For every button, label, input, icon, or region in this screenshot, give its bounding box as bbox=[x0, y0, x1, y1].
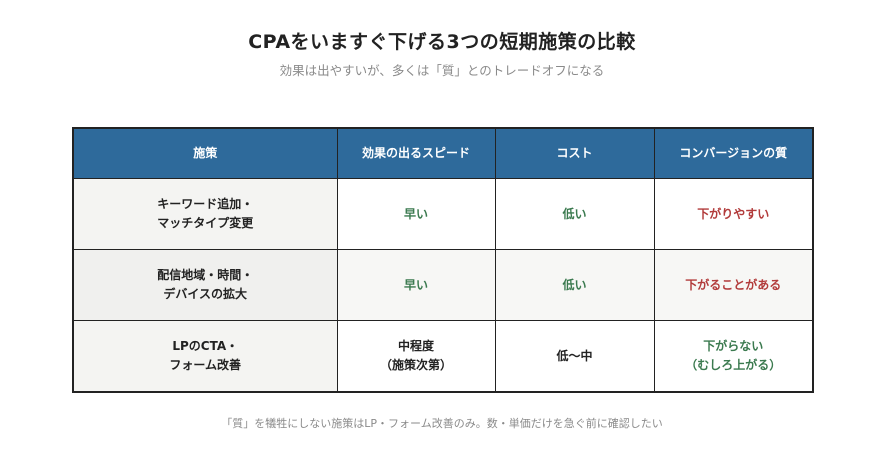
table-row: キーワード追加・ マッチタイプ変更 早い 低い 下がりやすい bbox=[72, 178, 814, 250]
cell-text: 下がることがある bbox=[685, 277, 782, 292]
cell-text: 中程度 bbox=[397, 339, 434, 353]
column-header-cost: コスト bbox=[494, 127, 655, 179]
cell-text: デバイスの拡大 bbox=[163, 287, 248, 301]
page-title: CPAをいますぐ下げる3つの短期施策の比較 bbox=[248, 31, 636, 53]
cell-measure: LPのCTA・ フォーム改善 bbox=[72, 320, 338, 393]
cell-quality: 下がらない （むしろ上がる） bbox=[653, 320, 814, 393]
column-header-quality: コンバージョンの質 bbox=[653, 127, 814, 179]
cell-measure: キーワード追加・ マッチタイプ変更 bbox=[72, 178, 338, 250]
cell-text: フォーム改善 bbox=[169, 358, 242, 372]
cell-text: 下がらない bbox=[703, 339, 764, 353]
cell-text: 早い bbox=[403, 277, 428, 292]
cell-text: マッチタイプ変更 bbox=[157, 216, 254, 230]
table-header-row: 施策 効果の出るスピード コスト コンバージョンの質 bbox=[72, 127, 814, 179]
cell-text: 早い bbox=[403, 206, 428, 221]
cell-text: 下がりやすい bbox=[697, 206, 770, 221]
cell-speed: 中程度 （施策次第） bbox=[336, 320, 496, 393]
table-row: 配信地域・時間・ デバイスの拡大 早い 低い 下がることがある bbox=[72, 249, 814, 321]
cell-cost: 低い bbox=[494, 249, 655, 321]
cell-quality: 下がることがある bbox=[653, 249, 814, 321]
column-header-speed: 効果の出るスピード bbox=[336, 127, 496, 179]
cell-text: 低い bbox=[562, 206, 587, 221]
cell-speed: 早い bbox=[336, 178, 496, 250]
cell-speed: 早い bbox=[336, 249, 496, 321]
column-header-measure: 施策 bbox=[72, 127, 338, 179]
cell-measure: 配信地域・時間・ デバイスの拡大 bbox=[72, 249, 338, 321]
table-row: LPのCTA・ フォーム改善 中程度 （施策次第） 低〜中 下がらない （むしろ… bbox=[72, 320, 814, 393]
cell-text: 低い bbox=[562, 277, 587, 292]
cell-quality: 下がりやすい bbox=[653, 178, 814, 250]
cell-text: キーワード追加・ bbox=[157, 197, 254, 211]
comparison-table: 施策 効果の出るスピード コスト コンバージョンの質 キーワード追加・ マッチタ… bbox=[72, 127, 814, 393]
cell-text: 配信地域・時間・ bbox=[157, 268, 254, 282]
cell-cost: 低〜中 bbox=[494, 320, 655, 393]
footer-note: 「質」を犠牲にしない施策はLP・フォーム改善のみ。数・単価だけを急ぐ前に確認した… bbox=[221, 417, 663, 430]
cell-text: （むしろ上がる） bbox=[685, 358, 782, 372]
cell-text: 低〜中 bbox=[556, 348, 593, 363]
cell-text: （施策次第） bbox=[379, 358, 452, 372]
cell-cost: 低い bbox=[494, 178, 655, 250]
cell-text: LPのCTA・ bbox=[172, 339, 239, 353]
page-subtitle: 効果は出やすいが、多くは「質」とのトレードオフになる bbox=[279, 63, 605, 78]
